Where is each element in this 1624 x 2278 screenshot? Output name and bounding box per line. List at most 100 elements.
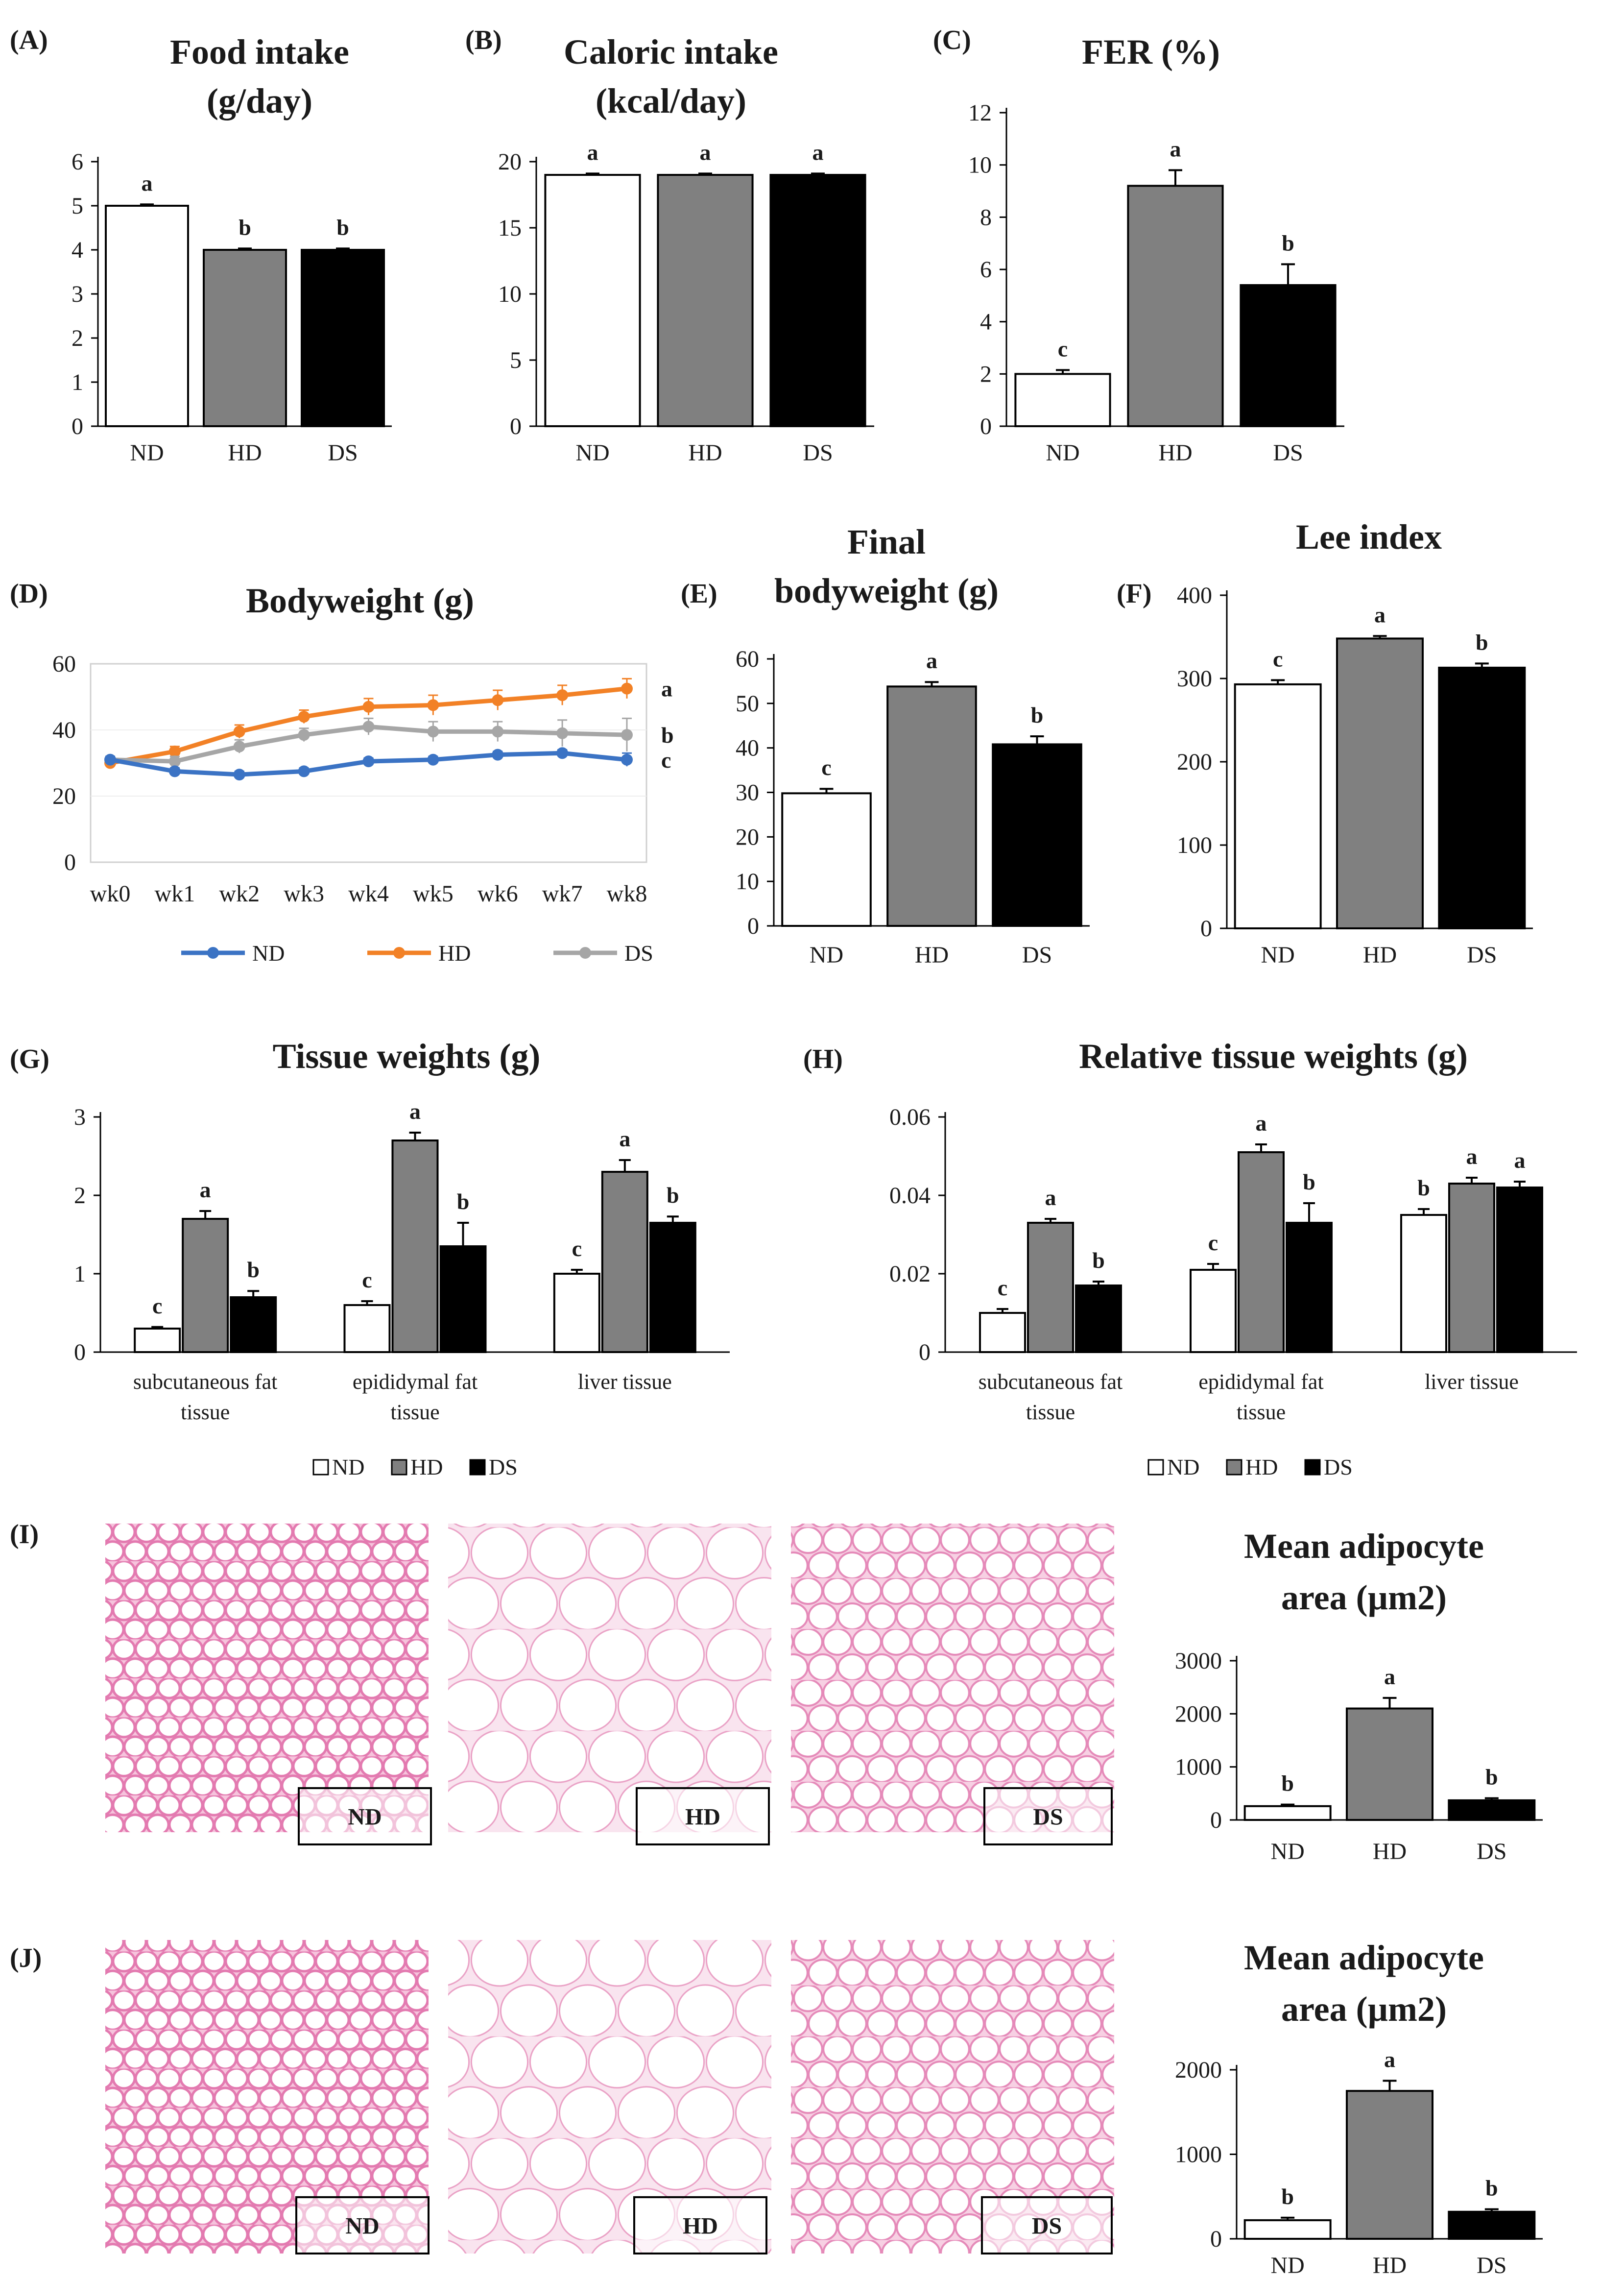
micrograph-hd xyxy=(448,1524,771,1832)
y-tick-label: 0 xyxy=(74,1339,86,1365)
significance-letter: a xyxy=(1256,1111,1267,1136)
data-point xyxy=(621,682,633,695)
data-point xyxy=(168,755,181,768)
significance-letter: c xyxy=(998,1275,1007,1300)
chart-title: area (µm2) xyxy=(1281,1989,1447,2029)
significance-letter: a xyxy=(661,677,672,702)
x-category-label: DS xyxy=(1467,942,1497,968)
panel-label: (G) xyxy=(10,1044,49,1074)
x-category-label: DS xyxy=(1273,440,1303,466)
bar-hd xyxy=(1448,1183,1495,1353)
data-point xyxy=(298,711,310,723)
x-category-label: DS xyxy=(1477,2253,1506,2278)
x-tick-label: wk1 xyxy=(155,881,195,907)
panel-label: (A) xyxy=(10,25,48,55)
panel-g: (G) Tissue weights (g) 0 1 2 3 c a b subcutaneous… xyxy=(10,1037,730,1479)
legend-swatch-hd xyxy=(391,1459,407,1476)
y-tick-label: 3 xyxy=(74,1104,86,1130)
data-point xyxy=(492,694,504,706)
significance-letter: c xyxy=(1208,1230,1218,1255)
significance-letter: c xyxy=(1058,336,1068,361)
chart-title: bodyweight (g) xyxy=(774,571,999,610)
micrograph-label: ND xyxy=(348,1804,382,1830)
x-category-label: liver tissue xyxy=(1425,1370,1519,1394)
chart-title: Final xyxy=(847,522,926,561)
legend-swatch-ds xyxy=(469,1459,486,1476)
legend-label: DS xyxy=(489,1454,518,1479)
significance-letter: a xyxy=(700,140,711,165)
data-point xyxy=(168,765,181,777)
bar-ds xyxy=(1240,284,1337,427)
micrographs-i: ND HD DS xyxy=(105,1524,1114,1845)
significance-letter: b xyxy=(1485,1765,1498,1790)
y-tick-label: 20 xyxy=(498,149,522,175)
data-point xyxy=(298,729,310,741)
bar-ds xyxy=(649,1222,696,1353)
x-tick-label: wk4 xyxy=(348,881,389,907)
bar-ds xyxy=(1286,1222,1333,1353)
x-category-label: HD xyxy=(915,942,949,968)
data-point xyxy=(621,729,633,741)
significance-letter: b xyxy=(1485,2176,1498,2201)
bar-ds xyxy=(992,743,1082,927)
panel-j: (J) Mean adipocyte area (µm2) 0 1000 2000 b ND a… xyxy=(10,1938,1543,2278)
y-tick-label: 0 xyxy=(747,913,759,939)
panel-label: (J) xyxy=(10,1943,42,1973)
micrograph-label-box xyxy=(636,1787,770,1845)
y-tick-label: 0.06 xyxy=(889,1104,931,1130)
chart-title: area (µm2) xyxy=(1281,1578,1447,1617)
data-point xyxy=(427,726,439,738)
plot-frame xyxy=(90,663,647,863)
y-tick-label: 40 xyxy=(52,717,76,743)
bar-nd xyxy=(1243,2219,1332,2240)
y-tick-label: 0 xyxy=(1210,2226,1222,2252)
x-category-label: HD xyxy=(228,440,262,466)
x-category-label: subcutaneous fat xyxy=(979,1370,1122,1394)
chart-title: Bodyweight (g) xyxy=(246,581,474,620)
bar-ds xyxy=(439,1245,487,1353)
bar-nd xyxy=(1234,683,1322,930)
bar-nd xyxy=(553,1273,600,1353)
x-category-label: DS xyxy=(328,440,358,466)
data-point xyxy=(556,747,569,759)
data-point xyxy=(362,701,375,713)
bar-nd xyxy=(1014,373,1111,427)
x-category-label: HD xyxy=(688,440,722,466)
bar-nd xyxy=(1243,1805,1332,1821)
x-category-label: HD xyxy=(1373,1839,1407,1865)
bar-ds xyxy=(1438,666,1526,929)
micrograph-label: DS xyxy=(1032,2213,1062,2239)
bar-hd xyxy=(1238,1151,1285,1353)
x-category-label: epididymal fat xyxy=(1198,1370,1323,1394)
significance-letter: b xyxy=(247,1257,260,1282)
data-point xyxy=(362,755,375,768)
y-tick-label: 40 xyxy=(736,735,759,761)
panel-label: (F) xyxy=(1117,579,1152,609)
bar-nd xyxy=(1400,1214,1447,1353)
significance-letter: c xyxy=(362,1267,372,1292)
bar-hd xyxy=(1346,1707,1433,1821)
micrograph-label-box xyxy=(295,2196,430,2254)
x-category-label: tissue xyxy=(1237,1400,1286,1424)
panel-e: (E) Final bodyweight (g) 0 10 20 30 40 50 60 c ND a H… xyxy=(681,522,1090,968)
y-tick-label: 4 xyxy=(980,309,992,335)
micrograph-ds xyxy=(791,1524,1114,1832)
chart-title: Mean adipocyte xyxy=(1244,1938,1484,1977)
bar-ds xyxy=(230,1296,277,1353)
x-tick-label: wk7 xyxy=(542,881,583,907)
bar-hd xyxy=(1027,1222,1074,1353)
legend-label: HD xyxy=(410,1454,443,1479)
data-point xyxy=(427,699,439,711)
y-tick-label: 0.02 xyxy=(889,1261,931,1287)
x-category-label: epididymal fat xyxy=(353,1370,478,1394)
data-point xyxy=(556,689,569,702)
legend-label: ND xyxy=(252,941,285,966)
y-tick-label: 1 xyxy=(74,1261,86,1287)
x-tick-label: wk6 xyxy=(478,881,518,907)
y-tick-label: 50 xyxy=(736,691,759,717)
micrograph-label-box xyxy=(981,2196,1113,2254)
data-point xyxy=(233,726,245,738)
x-category-label: ND xyxy=(1271,2253,1305,2278)
bar-hd xyxy=(203,249,287,427)
